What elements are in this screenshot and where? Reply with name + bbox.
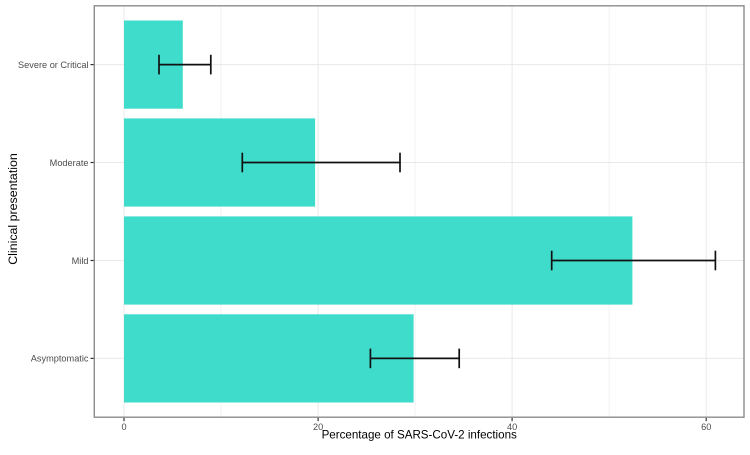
svg-text:40: 40 xyxy=(507,422,517,432)
svg-text:Asymptomatic: Asymptomatic xyxy=(31,354,89,364)
svg-text:Mild: Mild xyxy=(72,256,89,266)
svg-text:Severe or Critical: Severe or Critical xyxy=(18,60,88,70)
svg-text:20: 20 xyxy=(313,422,323,432)
svg-text:Moderate: Moderate xyxy=(50,158,89,168)
svg-text:Percentage of SARS-CoV-2 infec: Percentage of SARS-CoV-2 infections xyxy=(322,428,517,441)
svg-text:60: 60 xyxy=(701,422,711,432)
svg-text:0: 0 xyxy=(121,422,126,432)
svg-text:Clinical presentation: Clinical presentation xyxy=(6,153,20,265)
